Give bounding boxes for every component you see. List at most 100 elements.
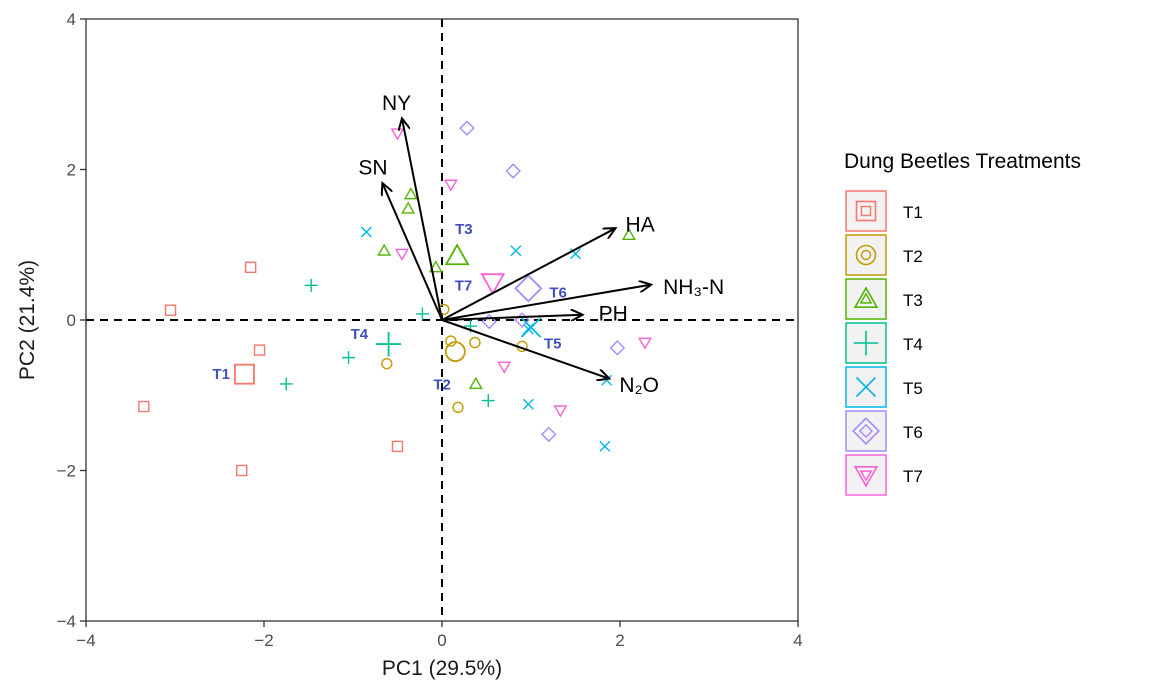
y-tick-label-2: −2 (57, 462, 76, 481)
point-t1-6 (391, 440, 404, 453)
legend-key-t3 (845, 278, 887, 320)
centroid-t3 (444, 243, 470, 266)
legend-symbol-outer-t5 (855, 376, 877, 398)
point-t7-6 (553, 405, 568, 418)
legend-item-t4: T4 (845, 322, 923, 364)
point-t6-1 (459, 120, 475, 136)
loading-arrow-6 (441, 319, 609, 379)
point-t1-1 (244, 261, 257, 274)
legend-item-t1: T1 (845, 190, 923, 232)
centroid-label-t1: T1 (212, 366, 230, 383)
point-t1-2 (164, 304, 177, 316)
loading-arrow-4 (441, 285, 651, 321)
point-t4-1 (304, 278, 318, 292)
y-tick-label-3: 0 (67, 311, 76, 330)
legend-symbol-inner-t1 (860, 205, 872, 217)
centroid-label-t6: T6 (549, 284, 567, 301)
legend-title: Dung Beetles Treatments (844, 150, 1081, 173)
legend-item-t3: T3 (845, 278, 923, 320)
legend-symbol-inner-t2 (860, 249, 872, 261)
centroid-t7 (480, 273, 506, 296)
legend-item-t2: T2 (845, 234, 923, 276)
legend-symbol-outer-t6 (852, 417, 880, 445)
centroid-label-t7: T7 (455, 277, 473, 294)
point-t1-4 (138, 400, 150, 413)
x-tick-label-1: −4 (76, 631, 95, 650)
point-t6-3 (481, 313, 497, 330)
x-axis-title: PC1 (29.5%) (382, 657, 502, 680)
y-tick-label-1: −4 (57, 612, 76, 631)
point-t4-5 (279, 377, 293, 391)
point-t7-4 (497, 361, 512, 374)
point-t5-7 (599, 440, 611, 452)
centroid-label-t3: T3 (455, 221, 473, 238)
y-tick-label-5: 4 (67, 10, 76, 29)
loading-arrow-3 (441, 228, 616, 321)
point-t7-3 (394, 248, 409, 261)
point-t6-6 (541, 426, 557, 443)
legend-label-t6: T6 (903, 423, 923, 442)
point-t5-2 (510, 245, 522, 257)
point-t5-6 (522, 398, 534, 410)
point-t7-5 (637, 337, 652, 350)
loading-label-5: PH (599, 302, 628, 325)
loading-arrow-5 (441, 315, 583, 320)
point-t2-2 (445, 335, 457, 347)
legend-label-t7: T7 (903, 467, 923, 486)
legend-symbol-outer-t1 (855, 200, 877, 222)
legend-symbol-outer-t4 (853, 330, 879, 356)
point-t6-5 (609, 340, 626, 356)
point-t2-3 (469, 336, 481, 349)
x-tick-label-2: −2 (254, 631, 273, 650)
centroid-label-t2: T2 (433, 377, 451, 394)
point-t3-4 (428, 260, 443, 273)
point-t7-2 (443, 179, 458, 192)
point-t6-2 (505, 163, 521, 179)
point-t3-3 (377, 243, 392, 256)
legend-label-t2: T2 (903, 247, 923, 266)
legend-label-t3: T3 (903, 291, 923, 310)
legend-label-t1: T1 (903, 203, 923, 222)
legend-label-t4: T4 (903, 335, 923, 354)
loading-label-2: SN (358, 157, 387, 180)
point-t2-6 (452, 401, 464, 413)
x-tick-label-5: 4 (793, 631, 802, 650)
loading-label-4: NH₃-N (663, 276, 724, 299)
point-t7-1 (390, 128, 405, 141)
loading-label-3: HA (626, 214, 655, 237)
centroid-label-t4: T4 (351, 326, 369, 343)
loading-label-6: N₂O (619, 374, 659, 397)
loading-label-1: NY (382, 92, 411, 115)
point-t3-6 (468, 376, 483, 389)
legend-symbol-inner-t3 (859, 292, 873, 304)
point-t1-3 (253, 344, 266, 356)
x-tick-label-3: 0 (437, 631, 446, 650)
legend-item-t6: T6 (845, 410, 923, 452)
loading-arrow-2 (382, 183, 443, 321)
centroid-t5 (520, 317, 542, 338)
centroid-t4 (376, 331, 401, 357)
legend-item-t5: T5 (845, 366, 923, 408)
point-t4-2 (415, 307, 429, 321)
point-t4-6 (481, 394, 495, 408)
legend-symbol-outer-t7 (853, 466, 879, 488)
centroid-t2 (444, 341, 466, 363)
legend-key-t7 (845, 454, 887, 496)
legend-item-t7: T7 (845, 454, 923, 496)
point-t4-4 (342, 351, 356, 365)
legend-symbol-inner-t6 (858, 423, 874, 439)
x-tick-label-4: 2 (615, 631, 624, 650)
point-t2-1 (438, 303, 450, 316)
legend-key-t2 (845, 234, 887, 276)
legend-symbol-outer-t2 (855, 244, 877, 266)
point-t5-1 (360, 226, 372, 238)
y-tick-label-4: 2 (67, 161, 76, 180)
point-t2-5 (381, 357, 393, 370)
legend-key-t6 (845, 410, 887, 452)
point-t3-2 (401, 201, 416, 214)
point-t3-5 (621, 227, 636, 240)
legend-key-t1 (845, 190, 887, 232)
centroid-label-t5: T5 (544, 336, 562, 353)
legend-symbol-inner-t7 (859, 470, 873, 482)
